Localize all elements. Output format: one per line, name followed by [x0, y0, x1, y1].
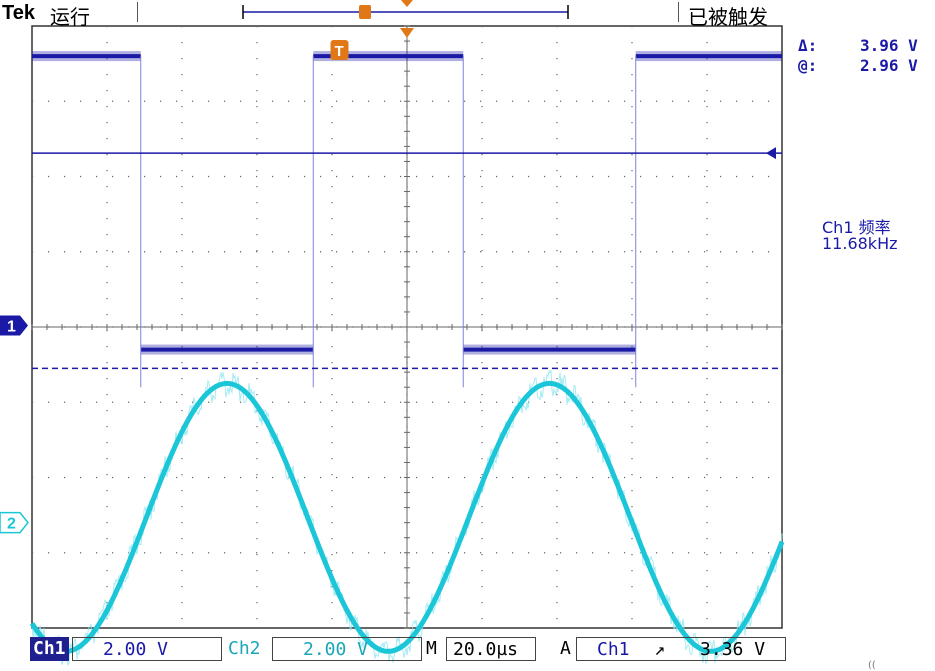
timebase-value[interactable]: 20.0µs [446, 637, 536, 661]
trigger-state: 已被触发 [688, 5, 768, 29]
corner-mark: (( [868, 660, 876, 671]
frequency-value: 11.68kHz [822, 234, 898, 253]
record-position-arrow-icon [401, 0, 413, 7]
rising-edge-icon: ↗ [654, 639, 666, 660]
ch2-tag[interactable]: Ch2 [228, 638, 261, 659]
trigger-level-arrow-icon [766, 147, 776, 160]
trigger-info[interactable]: Ch1 ↗ 3.36 V [576, 637, 786, 661]
brand-logo: Tek [2, 2, 35, 24]
trigger-marker-icon [330, 40, 349, 60]
timebase-label: M [426, 638, 437, 659]
ch2-scale[interactable]: 2.00 V [272, 637, 422, 661]
ch1-tag[interactable]: Ch1 [30, 637, 69, 661]
trigger-source: Ch1 [597, 639, 630, 660]
ch1-marker-label: 1 [7, 318, 16, 335]
trigger-position-arrow-icon [400, 28, 414, 38]
ch2-marker [0, 511, 29, 534]
top-status-bar: Tek 运行 已被触发 [0, 0, 935, 29]
at-label: @: [798, 56, 818, 75]
separator [137, 2, 138, 22]
trigger-level: 3.36 V [700, 639, 766, 660]
acquisition-label: A [560, 638, 571, 659]
delta-value: 3.96 V [860, 36, 918, 55]
ch1-scale[interactable]: 2.00 V [72, 637, 222, 661]
ch2-waveform [29, 380, 785, 654]
frequency-label: Ch1 频率 [822, 218, 891, 237]
separator [678, 2, 679, 22]
ch1-marker [0, 315, 28, 336]
trigger-marker-label: T [335, 43, 344, 60]
run-state: 运行 [50, 5, 90, 29]
at-value: 2.96 V [860, 56, 918, 75]
ch2-marker-label: 2 [7, 516, 16, 533]
delta-label: Δ: [798, 36, 818, 55]
bottom-status-bar: Ch1 2.00 V Ch2 2.00 V M 20.0µs A Ch1 ↗ 3… [0, 637, 935, 663]
record-trigger-marker-icon [359, 5, 371, 19]
